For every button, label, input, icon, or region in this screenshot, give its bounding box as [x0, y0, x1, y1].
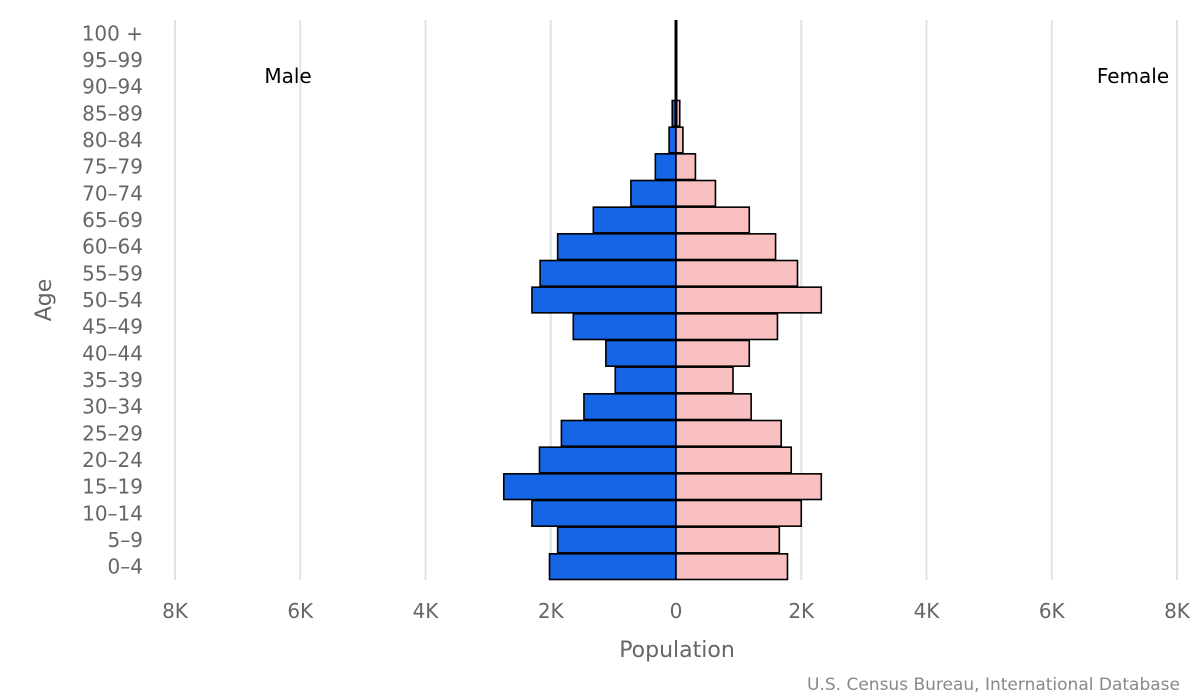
male-bar — [539, 259, 677, 287]
y-tick-label: 45–49 — [82, 315, 143, 339]
male-bar — [538, 446, 677, 474]
male-bar — [556, 526, 677, 554]
y-tick-label: 75–79 — [82, 155, 143, 179]
y-tick-label: 15–19 — [82, 475, 143, 499]
female-bar — [675, 286, 823, 314]
x-tick-label: 4K — [413, 599, 440, 623]
y-tick-label: 10–14 — [82, 501, 143, 525]
x-tick-label: 6K — [287, 599, 314, 623]
y-tick-label: 30–34 — [82, 395, 143, 419]
y-axis-title: Age — [32, 279, 57, 322]
male-bar — [548, 553, 677, 581]
female-bar — [675, 179, 717, 207]
x-tick-label: 4K — [914, 599, 941, 623]
female-bar — [675, 393, 752, 421]
male-bar — [583, 393, 677, 421]
x-tick-label: 8K — [162, 599, 189, 623]
y-tick-label: 95–99 — [82, 48, 143, 72]
x-tick-label: 8K — [1164, 599, 1191, 623]
female-bar — [675, 153, 697, 181]
y-tick-label: 0–4 — [108, 555, 143, 579]
female-bar — [675, 206, 751, 234]
y-tick-label: 25–29 — [82, 421, 143, 445]
y-tick-label: 85–89 — [82, 101, 143, 125]
female-bar — [675, 313, 779, 341]
male-bar — [560, 419, 677, 447]
x-axis-title: Population — [619, 638, 735, 663]
x-tick-label: 2K — [538, 599, 565, 623]
male-bar — [556, 233, 677, 261]
female-bar — [675, 366, 734, 394]
y-tick-label: 55–59 — [82, 261, 143, 285]
female-bar — [675, 526, 781, 554]
male-bar — [502, 473, 677, 501]
male-bar — [668, 126, 677, 154]
x-tick-label: 0 — [670, 599, 683, 623]
male-bar — [592, 206, 677, 234]
x-tick-label: 2K — [788, 599, 815, 623]
y-tick-label: 90–94 — [82, 75, 143, 99]
male-label: Male — [264, 64, 311, 88]
male-bar — [572, 313, 677, 341]
female-bar — [675, 126, 684, 154]
female-bar — [675, 339, 751, 367]
y-tick-label: 70–74 — [82, 181, 143, 205]
male-bar — [531, 286, 677, 314]
y-tick-label: 35–39 — [82, 368, 143, 392]
source-credit: U.S. Census Bureau, International Databa… — [807, 675, 1180, 695]
male-bar — [654, 153, 677, 181]
x-tick-labels: 8K 6K 4K 2K 0 2K 4K 6K 8K — [162, 599, 1191, 623]
y-tick-label: 5–9 — [108, 528, 143, 552]
female-bar — [675, 499, 803, 527]
female-bar — [675, 419, 783, 447]
y-tick-label: 80–84 — [82, 128, 143, 152]
female-bar — [675, 259, 799, 287]
y-tick-label: 100 + — [82, 21, 143, 45]
male-bar — [531, 499, 677, 527]
y-tick-label: 60–64 — [82, 235, 143, 259]
female-label: Female — [1097, 64, 1169, 88]
female-bar — [675, 446, 793, 474]
male-bar — [614, 366, 677, 394]
y-tick-label: 50–54 — [82, 288, 143, 312]
y-tick-label: 65–69 — [82, 208, 143, 232]
y-tick-label: 20–24 — [82, 448, 143, 472]
y-tick-label: 40–44 — [82, 341, 143, 365]
female-bar — [675, 233, 777, 261]
female-bar — [675, 553, 789, 581]
bars — [502, 73, 823, 581]
male-bar — [605, 339, 677, 367]
male-bar — [630, 179, 677, 207]
x-tick-label: 6K — [1039, 599, 1066, 623]
female-bar — [675, 473, 823, 501]
